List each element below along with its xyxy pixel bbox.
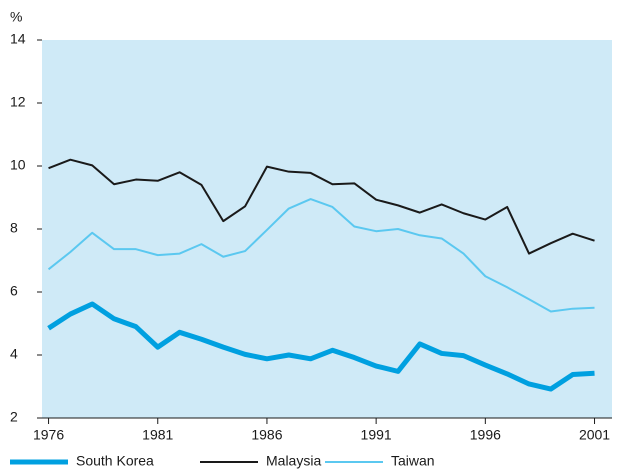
y-tick-label: 12: [10, 94, 26, 110]
series-line: [47, 198, 595, 313]
y-unit: %: [10, 9, 22, 25]
y-tick-label: 2: [10, 409, 18, 425]
x-tick-label: 1981: [142, 427, 173, 443]
legend-label: Malaysia: [266, 453, 321, 469]
legend-label: South Korea: [76, 453, 154, 469]
y-tick-label: 10: [10, 157, 26, 173]
plot-area: [42, 40, 612, 418]
x-tick-label: 1996: [470, 427, 501, 443]
y-tick-label: 6: [10, 283, 18, 299]
y-tick-label: 8: [10, 220, 18, 236]
series-line: [48, 158, 595, 255]
x-tick-label: 2001: [579, 427, 610, 443]
series-line: [47, 301, 595, 392]
legend-label: Taiwan: [391, 453, 435, 469]
y-tick-label: 14: [10, 31, 26, 47]
x-tick-label: 1976: [33, 427, 64, 443]
y-tick-label: 4: [10, 346, 18, 362]
x-tick-label: 1991: [361, 427, 392, 443]
x-tick-label: 1986: [251, 427, 282, 443]
